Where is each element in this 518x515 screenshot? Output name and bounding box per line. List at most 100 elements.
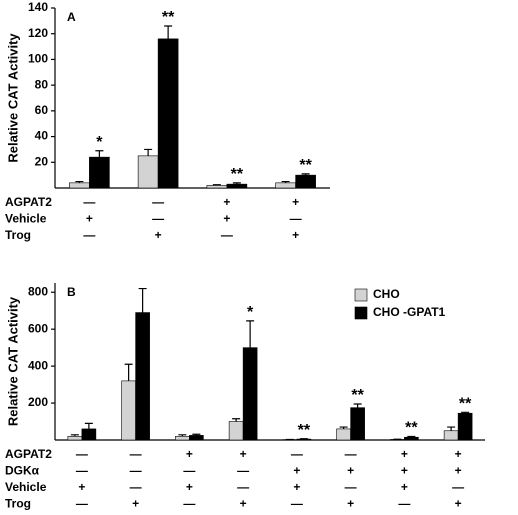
bar xyxy=(242,347,258,441)
significance: ** xyxy=(298,422,311,439)
condition-label: AGPAT2 xyxy=(5,195,52,209)
condition-value: + xyxy=(455,497,462,511)
error-bar xyxy=(95,150,104,158)
error-bar xyxy=(212,184,221,186)
bar xyxy=(157,38,179,189)
condition-value: + xyxy=(86,212,93,226)
bar xyxy=(137,155,159,189)
condition-value: — xyxy=(83,195,95,209)
error-bar xyxy=(84,422,93,429)
condition-value: + xyxy=(347,497,354,511)
bar xyxy=(350,407,365,441)
condition-value: — xyxy=(221,228,233,242)
condition-value: — xyxy=(345,480,357,494)
condition-label: DGKα xyxy=(5,464,40,478)
condition-value: + xyxy=(347,464,354,478)
condition-value: — xyxy=(290,212,302,226)
error-bar xyxy=(447,426,456,431)
error-bar xyxy=(124,363,133,381)
condition-value: + xyxy=(293,464,300,478)
y-tick-label: 140 xyxy=(28,0,48,14)
error-bar xyxy=(246,320,255,348)
significance: ** xyxy=(299,157,312,174)
condition-value: — xyxy=(237,464,249,478)
condition-value: + xyxy=(293,480,300,494)
panel-label: A xyxy=(67,10,76,24)
condition-value: — xyxy=(76,497,88,511)
condition-value: — xyxy=(291,447,303,461)
bar xyxy=(206,185,228,189)
condition-value: + xyxy=(78,480,85,494)
condition-label: Vehicle xyxy=(5,480,47,494)
panel-label: B xyxy=(67,285,76,299)
significance: ** xyxy=(231,166,244,183)
condition-value: + xyxy=(132,497,139,511)
bar xyxy=(457,412,473,441)
y-tick-label: 400 xyxy=(28,358,48,372)
bar xyxy=(443,430,459,441)
bar xyxy=(226,183,248,189)
condition-value: + xyxy=(186,447,193,461)
condition-value: + xyxy=(240,497,247,511)
y-axis-label: Relative CAT Activity xyxy=(5,296,20,426)
condition-value: + xyxy=(292,228,299,242)
y-tick-label: 40 xyxy=(35,129,49,143)
y-tick-label: 200 xyxy=(28,395,48,409)
legend-label: CHO -GPAT1 xyxy=(373,305,446,319)
legend-swatch xyxy=(354,306,368,320)
condition-value: + xyxy=(155,228,162,242)
significance: * xyxy=(96,134,103,151)
significance: ** xyxy=(162,9,175,26)
error-bar xyxy=(232,182,241,185)
bar xyxy=(275,182,296,189)
condition-value: — xyxy=(452,480,464,494)
bar xyxy=(81,428,97,441)
y-tick-label: 100 xyxy=(28,52,48,66)
error-bar xyxy=(70,434,79,437)
error-bar xyxy=(144,148,153,156)
error-bar xyxy=(75,180,84,183)
condition-value: — xyxy=(76,464,88,478)
condition-value: — xyxy=(130,447,142,461)
bar xyxy=(175,436,190,441)
bar xyxy=(67,436,83,441)
y-tick-label: 800 xyxy=(28,284,48,298)
condition-value: + xyxy=(455,464,462,478)
condition-value: — xyxy=(83,228,95,242)
bar xyxy=(404,436,419,441)
bar xyxy=(121,380,136,441)
error-bar xyxy=(407,435,416,438)
condition-value: — xyxy=(291,497,303,511)
condition-value: + xyxy=(401,464,408,478)
condition-value: — xyxy=(152,195,164,209)
y-axis-label: Relative CAT Activity xyxy=(5,33,20,163)
error-bar xyxy=(232,418,241,422)
condition-label: Vehicle xyxy=(5,212,47,226)
bar xyxy=(189,435,204,441)
condition-value: — xyxy=(183,464,195,478)
condition-value: — xyxy=(130,480,142,494)
condition-value: — xyxy=(345,447,357,461)
significance: ** xyxy=(459,396,472,413)
y-tick-label: 80 xyxy=(35,77,49,91)
y-tick-label: 120 xyxy=(28,26,48,40)
condition-value: + xyxy=(292,195,299,209)
significance: ** xyxy=(351,387,364,404)
bar xyxy=(69,182,90,189)
error-bar xyxy=(164,25,173,39)
condition-value: — xyxy=(130,464,142,478)
condition-value: + xyxy=(401,447,408,461)
condition-value: — xyxy=(152,212,164,226)
condition-value: — xyxy=(237,480,249,494)
condition-value: + xyxy=(186,480,193,494)
bar xyxy=(228,421,244,441)
error-bar xyxy=(461,411,470,414)
condition-label: Trog xyxy=(5,228,31,242)
condition-value: — xyxy=(398,497,410,511)
legend-label: CHO xyxy=(373,287,400,301)
condition-value: + xyxy=(455,447,462,461)
y-tick-label: 60 xyxy=(35,103,49,117)
significance: ** xyxy=(405,420,418,437)
bar xyxy=(295,174,316,189)
